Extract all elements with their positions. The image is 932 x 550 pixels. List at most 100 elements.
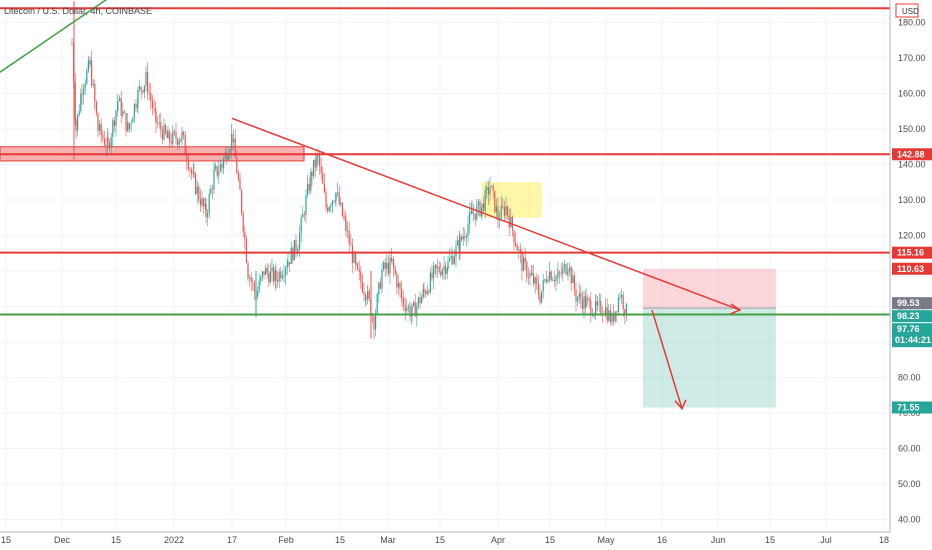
- candle-body: [208, 194, 210, 214]
- candle-body: [391, 257, 393, 262]
- candle-body: [563, 264, 565, 268]
- candle-body: [322, 172, 324, 184]
- candle-body: [331, 200, 333, 207]
- candle-body: [455, 245, 457, 257]
- y-tick-label: 50.00: [898, 479, 921, 489]
- candle-body: [83, 88, 85, 95]
- x-tick-label: 16: [657, 535, 667, 545]
- candle-body: [437, 266, 439, 268]
- candle-body: [616, 311, 618, 313]
- candle-body: [383, 262, 385, 270]
- candle-body: [224, 152, 226, 159]
- candle-body: [401, 297, 403, 299]
- candle-body: [158, 122, 160, 124]
- candle-body: [181, 131, 183, 140]
- candle-body: [562, 267, 564, 275]
- candle-body: [519, 249, 521, 253]
- candle-body: [431, 272, 433, 279]
- candle-body: [557, 276, 559, 278]
- candle-body: [361, 281, 363, 292]
- candle-body: [461, 236, 463, 240]
- candle-body: [474, 213, 476, 220]
- candle-body: [292, 248, 294, 261]
- candle-body: [316, 155, 318, 168]
- candle-body: [567, 272, 569, 275]
- candle-body: [368, 290, 370, 299]
- trendline-arrowhead: [729, 303, 742, 315]
- candle-body: [173, 131, 175, 133]
- x-tick-label: 15: [1, 535, 11, 545]
- candle-body: [142, 90, 144, 93]
- candle-body: [407, 306, 409, 308]
- candle-body: [236, 157, 238, 174]
- candle-body: [266, 267, 268, 273]
- candle-body: [348, 230, 350, 244]
- candle-body: [155, 111, 157, 123]
- candle-body: [91, 60, 93, 86]
- candle-body: [314, 159, 316, 168]
- candle-body: [323, 183, 325, 193]
- candle-body: [350, 243, 352, 246]
- candle-body: [203, 198, 205, 207]
- candle-body: [105, 145, 107, 148]
- candle-body: [384, 262, 386, 269]
- x-tick-label: Feb: [278, 535, 294, 545]
- price-badge-label: 71.55: [897, 402, 920, 412]
- candle-body: [479, 201, 481, 217]
- price-badge: [892, 148, 932, 161]
- candle-body: [518, 249, 520, 251]
- candle-body: [155, 108, 157, 112]
- candle-body: [516, 245, 518, 251]
- candle-body: [226, 152, 228, 160]
- candle-body: [441, 269, 443, 276]
- candle-body: [250, 277, 252, 282]
- candle-body: [213, 170, 215, 190]
- candle-body: [523, 257, 525, 271]
- candle-body: [295, 240, 297, 252]
- highlight-zone: [482, 182, 542, 218]
- candle-body: [211, 188, 213, 190]
- candle-body: [386, 262, 388, 269]
- candle-body: [411, 305, 413, 314]
- price-badge-label: 97.76: [897, 324, 920, 334]
- price-badge-label: 98.23: [897, 311, 920, 321]
- grid-lines: [0, 0, 890, 532]
- x-tick-label: May: [597, 535, 615, 545]
- chart-title: Litecoin / U.S. Dollar, 4h, COINBASE: [4, 6, 152, 16]
- candle-body: [89, 60, 91, 65]
- risk-zone: [643, 268, 776, 309]
- candle-body: [311, 172, 313, 177]
- candle-body: [293, 240, 295, 261]
- x-tick-label: Mar: [380, 535, 396, 545]
- candle-body: [252, 281, 254, 283]
- candle-body: [271, 267, 273, 272]
- candle-body: [515, 242, 517, 246]
- candle-body: [84, 83, 86, 89]
- candle-body: [227, 155, 229, 160]
- y-tick-label: 120.00: [898, 231, 926, 241]
- price-badge: [892, 297, 932, 310]
- y-tick-label: 130.00: [898, 195, 926, 205]
- candle-body: [446, 268, 448, 275]
- candle-body: [170, 141, 172, 144]
- candle-body: [423, 288, 425, 292]
- candle-body: [414, 302, 416, 317]
- candle-body: [387, 262, 389, 274]
- candle-body: [87, 60, 89, 71]
- candle-body: [429, 272, 431, 293]
- candle-body: [505, 206, 507, 216]
- candle-body: [491, 185, 493, 188]
- candle-body: [371, 316, 373, 317]
- candle-body: [163, 125, 165, 140]
- candle-body: [165, 125, 167, 133]
- candle-body: [477, 201, 479, 206]
- candle-body: [590, 300, 592, 315]
- candle-body: [275, 270, 277, 280]
- candle-body: [74, 82, 76, 120]
- candle-body: [529, 272, 531, 278]
- candle-body: [100, 123, 102, 135]
- x-tick-label: 15: [111, 535, 121, 545]
- candle-body: [428, 290, 430, 293]
- candle-body: [150, 92, 152, 101]
